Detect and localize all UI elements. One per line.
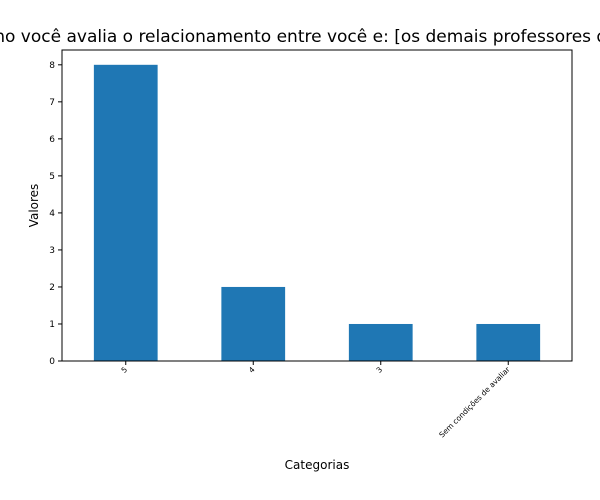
x-axis-label: Categorias [285, 458, 350, 472]
y-tick-label: 2 [49, 283, 55, 293]
y-axis-label: Valores [27, 184, 41, 228]
y-tick-label: 5 [49, 172, 55, 182]
y-tick-label: 1 [49, 320, 55, 330]
x-tick-label: 4 [247, 365, 257, 375]
bar [348, 323, 413, 361]
bar [221, 286, 286, 361]
y-tick-label: 3 [49, 246, 55, 256]
y-tick-label: 8 [49, 61, 55, 71]
bar [476, 323, 541, 361]
y-axis-ticks: 0 1 2 3 4 5 6 7 8 [49, 61, 62, 367]
y-tick-label: 7 [49, 98, 55, 108]
y-tick-label: 4 [49, 209, 55, 219]
bar [93, 64, 158, 362]
y-tick-label: 6 [49, 135, 55, 145]
x-tick-label: 3 [374, 365, 384, 375]
plot-area-frame [61, 49, 573, 362]
x-tick-label: Sem condições de avaliar [437, 364, 512, 439]
chart-title: Como você avalia o relacionamento entre … [0, 27, 600, 47]
y-tick-label: 0 [49, 357, 55, 367]
bars [93, 64, 541, 362]
x-tick-label: 5 [119, 365, 129, 375]
x-axis-ticks: 5 4 3 Sem condições de avaliar [119, 361, 512, 439]
